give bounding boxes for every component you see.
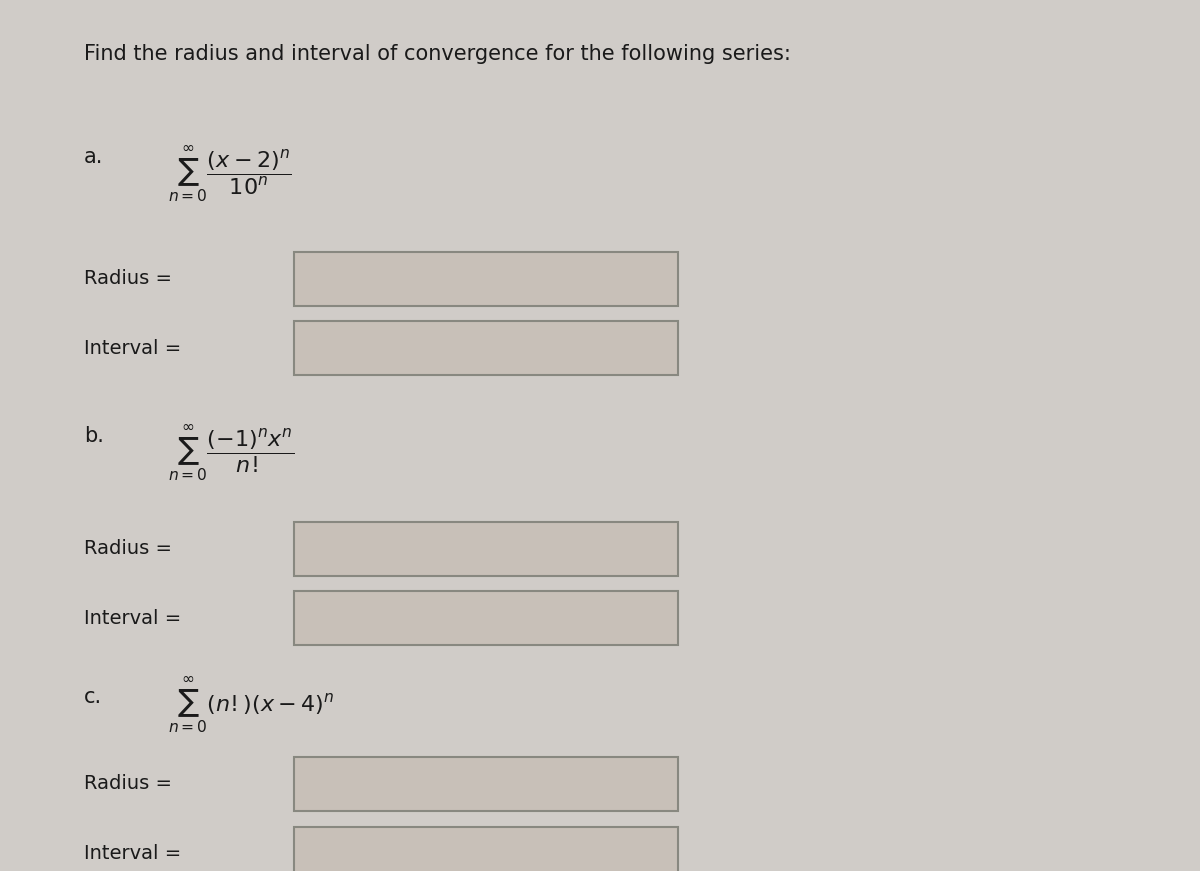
FancyBboxPatch shape [294, 321, 678, 375]
Text: c.: c. [84, 687, 102, 706]
Text: Radius =: Radius = [84, 269, 172, 288]
Text: $\sum_{n=0}^{\infty} \dfrac{(-1)^n x^n}{n!}$: $\sum_{n=0}^{\infty} \dfrac{(-1)^n x^n}{… [168, 423, 294, 483]
FancyBboxPatch shape [294, 522, 678, 576]
Text: Radius =: Radius = [84, 539, 172, 558]
Text: Interval =: Interval = [84, 844, 181, 863]
Text: Interval =: Interval = [84, 339, 181, 358]
Text: Interval =: Interval = [84, 609, 181, 628]
FancyBboxPatch shape [294, 591, 678, 645]
Text: Find the radius and interval of convergence for the following series:: Find the radius and interval of converge… [84, 44, 791, 64]
Text: a.: a. [84, 147, 103, 166]
FancyBboxPatch shape [294, 252, 678, 306]
FancyBboxPatch shape [294, 757, 678, 811]
Text: Radius =: Radius = [84, 774, 172, 793]
Text: $\sum_{n=0}^{\infty} (n!)(x-4)^n$: $\sum_{n=0}^{\infty} (n!)(x-4)^n$ [168, 676, 335, 735]
FancyBboxPatch shape [294, 827, 678, 871]
Text: $\sum_{n=0}^{\infty} \dfrac{(x-2)^n}{10^n}$: $\sum_{n=0}^{\infty} \dfrac{(x-2)^n}{10^… [168, 145, 292, 204]
Text: b.: b. [84, 426, 104, 445]
